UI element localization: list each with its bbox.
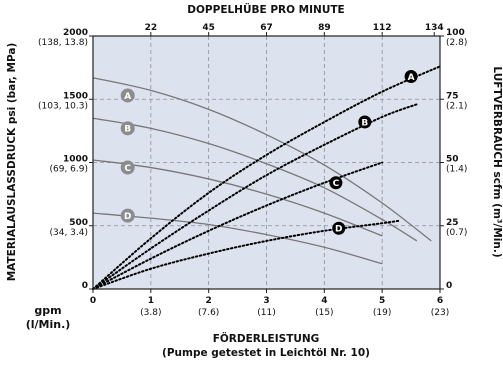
air-curve-b: [92, 103, 418, 290]
pressure-curve-d: [92, 212, 383, 265]
air-label-text: D: [335, 225, 342, 235]
x-unit-label-liters: (l/Min.): [26, 318, 71, 331]
x-tick-label: 2: [206, 296, 212, 306]
x-tick-label: 3: [263, 296, 269, 306]
y-axis-right-title: LUFTVERBRAUCH scfm (m³/Min.): [491, 66, 503, 257]
top-tick-label: 112: [373, 23, 392, 33]
x-tick-label: 4: [321, 296, 327, 306]
x-tick-label: 0: [90, 296, 96, 306]
pressure-label-text: B: [124, 125, 131, 135]
air-label-text: B: [361, 118, 368, 128]
top-tick-label: 67: [260, 23, 273, 33]
pressure-label-text: C: [124, 164, 131, 174]
air-consumption-curves: [92, 65, 441, 290]
pressure-label-badge: [120, 88, 135, 103]
air-label-badge: [329, 176, 343, 190]
air-label-a: A: [404, 69, 418, 83]
y-left-tick-sublabel: (34, 3.4): [49, 228, 88, 238]
top-tick-label: 134: [425, 23, 444, 33]
x-tick-sublabel: (3.8): [140, 308, 161, 318]
pressure-label-text: A: [124, 92, 131, 102]
pressure-label-badge: [120, 160, 135, 175]
air-label-c: C: [329, 176, 343, 190]
x-axis-note: (Pumpe getestet in Leichtöl Nr. 10): [162, 347, 370, 359]
air-label-badge: [332, 221, 346, 235]
air-curve-d: [92, 219, 401, 290]
y-right-tick-label: 100: [446, 28, 465, 38]
pressure-label-text: D: [124, 212, 131, 222]
y-right-tick-sublabel: (0.7): [446, 228, 467, 238]
x-tick-sublabel: (23): [431, 308, 449, 318]
top-tick-label: 22: [145, 23, 158, 33]
y-left-tick-sublabel: (103, 10.3): [38, 101, 88, 111]
y-left-tick-label: 2000: [63, 28, 88, 38]
y-left-tick-label: 0: [82, 281, 88, 291]
top-tick-label: 89: [318, 23, 331, 33]
y-left-tick-label: 1000: [63, 155, 88, 165]
x-tick-sublabel: (19): [373, 308, 391, 318]
pressure-label-badge: [120, 208, 135, 223]
x-tick-label: 6: [437, 296, 443, 306]
air-curve-c: [92, 161, 384, 290]
pressure-label-c: C: [120, 160, 135, 175]
x-tick-label: 1: [148, 296, 154, 306]
pressure-curve-b: [92, 117, 418, 242]
pressure-label-a: A: [120, 88, 135, 103]
y-axis-left-title: MATERIALAUSLASSDRUCK psi (bar, MPa): [6, 43, 18, 282]
y-right-tick-label: 50: [446, 155, 459, 165]
y-right-tick-label: 25: [446, 218, 459, 228]
axis-ticks: 0 1 (3.8) 2 (7.6) 3 (11) 4 (15) 5 (19) 6 (23) 22 45 67 8…: [38, 23, 467, 318]
air-label-b: B: [358, 115, 372, 129]
air-label-text: C: [333, 179, 340, 189]
air-label-text: A: [408, 73, 415, 83]
y-left-tick-label: 500: [69, 218, 88, 228]
y-left-tick-sublabel: (69, 6.9): [49, 165, 88, 175]
y-right-tick-sublabel: (2.8): [446, 38, 467, 48]
y-left-tick-label: 1500: [63, 91, 88, 101]
y-right-tick-sublabel: (2.1): [446, 101, 467, 111]
chart-title: DOPPELHÜBE PRO MINUTE: [187, 2, 344, 16]
pressure-label-b: B: [120, 121, 135, 136]
y-right-tick-label: 0: [446, 281, 452, 291]
pressure-label-badge: [120, 121, 135, 136]
y-right-tick-sublabel: (1.4): [446, 165, 467, 175]
air-label-badge: [404, 69, 418, 83]
x-tick-sublabel: (15): [315, 308, 333, 318]
pressure-curve-a: [92, 77, 432, 242]
curve-labels: A B C D A B C D: [120, 69, 418, 235]
pressure-curves: [92, 77, 432, 265]
pressure-curve-c: [92, 159, 383, 237]
x-unit-label: gpm: [34, 304, 61, 317]
y-left-tick-sublabel: (138, 13.8): [38, 38, 88, 48]
x-axis-title: FÖRDERLEISTUNG: [213, 331, 320, 345]
top-tick-label: 45: [202, 23, 215, 33]
air-label-d: D: [332, 221, 346, 235]
x-tick-sublabel: (11): [257, 308, 275, 318]
air-curve-a: [92, 65, 441, 290]
pressure-label-d: D: [120, 208, 135, 223]
x-tick-label: 5: [379, 296, 385, 306]
x-tick-sublabel: (7.6): [198, 308, 219, 318]
y-right-tick-label: 75: [446, 91, 459, 101]
air-label-badge: [358, 115, 372, 129]
